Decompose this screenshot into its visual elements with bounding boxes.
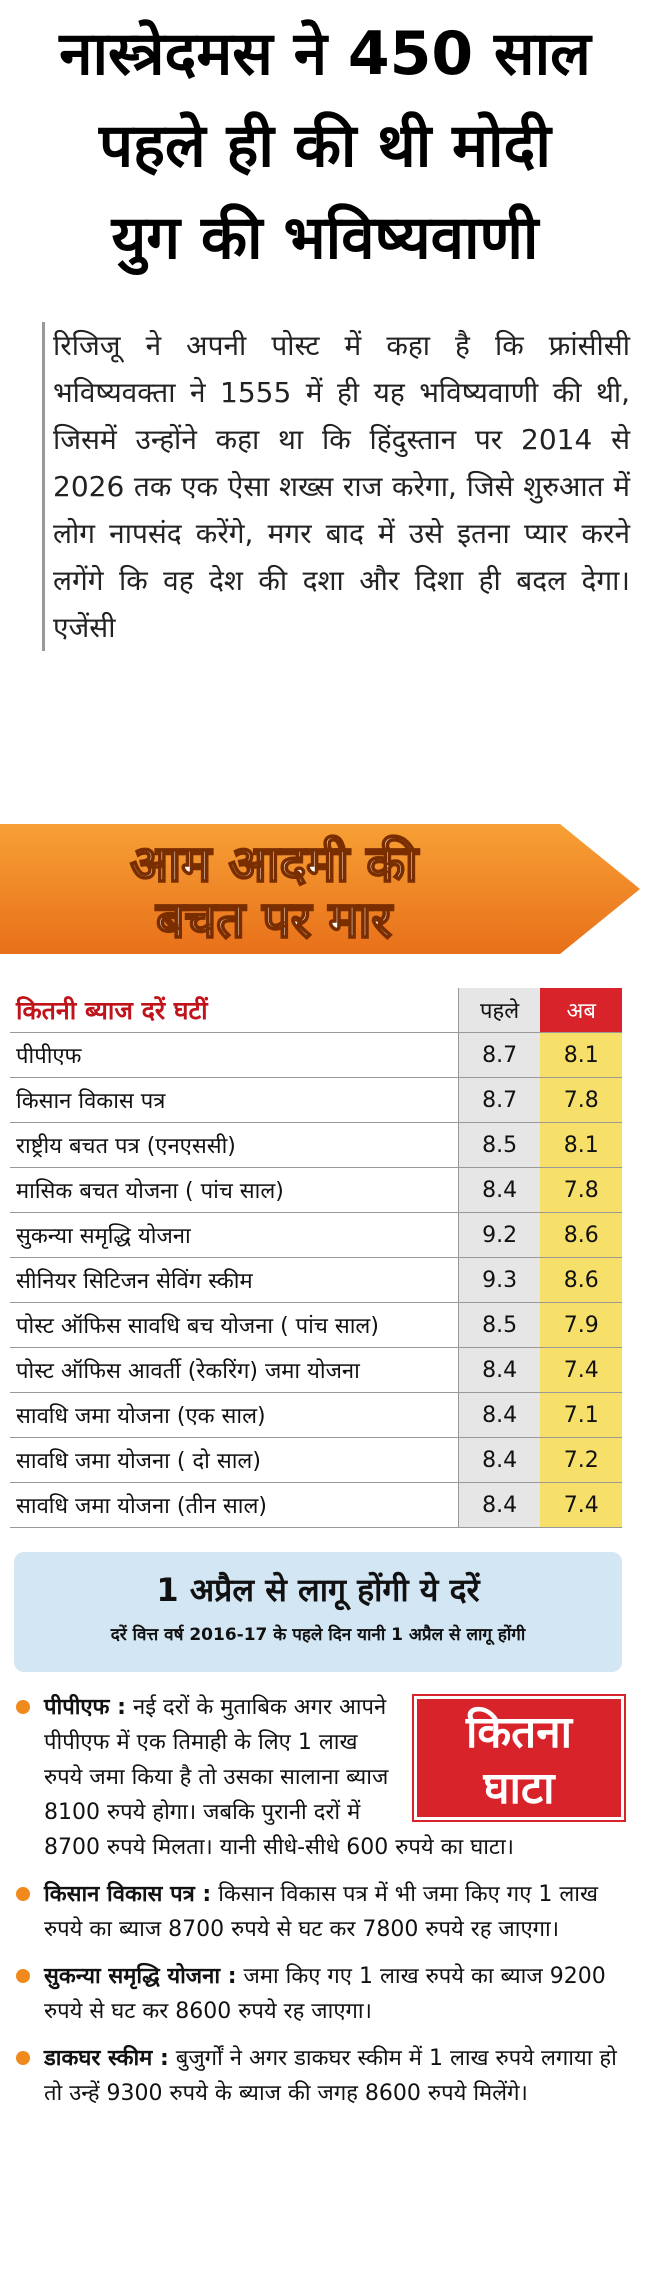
headline: नास्त्रेदमस ने 450 साल पहले ही की थी मोदी… [0,8,650,284]
bullet-dot [16,1887,30,1901]
column-header: अब [540,988,622,1033]
headline-line: पहले ही की थी मोदी [99,111,551,181]
bullet-text: किसान विकास पत्र में भी जमा किए गए 1 लाख… [44,1882,598,1942]
headline-line: नास्त्रेदमस ने 450 साल [59,19,591,89]
old-rate: 8.5 [458,1122,541,1168]
headline-line: युग की भविष्यवाणी [111,203,539,273]
intro-paragraph: रिजिजू ने अपनी पोस्ट में कहा है कि फ्रां… [42,322,630,651]
new-rate: 7.9 [540,1302,622,1348]
table-title: कितनी ब्याज दरें घटीं [10,988,459,1033]
bullet-dot [16,2051,30,2065]
new-rate: 7.8 [540,1167,622,1213]
new-rate: 7.2 [540,1437,622,1483]
old-rate: 8.4 [458,1167,541,1213]
scheme-name: सावधि जमा योजना (तीन साल) [10,1482,459,1528]
table-row: सुकन्या समृद्धि योजना 9.2 8.6 [10,1212,622,1258]
table-row: सावधि जमा योजना (एक साल) 8.4 7.1 [10,1392,622,1438]
new-rate: 8.1 [540,1122,622,1168]
table-row: सीनियर सिटिजन सेविंग स्कीम 9.3 8.6 [10,1257,622,1303]
table-row: पोस्ट ऑफिस सावधि बच योजना ( पांच साल) 8.5… [10,1302,622,1348]
table-header: कितनी ब्याज दरें घटीं पहले अब [10,988,622,1033]
table-row: पीपीएफ 8.7 8.1 [10,1032,622,1078]
banner-line: बचत पर मार [155,891,393,949]
old-rate: 9.3 [458,1257,541,1303]
scheme-name: पीपीएफ [10,1032,459,1078]
old-rate: 8.4 [458,1347,541,1393]
bullet-list: कितना घाटा पीपीएफ : नई दरों के मुताबिक अग… [16,1690,626,2123]
bullet: सुकन्या समृद्धि योजना : जमा किए गए 1 लाख… [16,1959,624,2029]
banner-line: आम आदमी की [129,835,419,893]
intro-source: एजेंसी [53,611,116,644]
bullet-lead: सुकन्या समृद्धि योजना : [44,1964,237,1989]
new-rate: 7.1 [540,1392,622,1438]
notice-subtitle: दरें वित्त वर्ष 2016-17 के पहले दिन यानी… [110,1625,526,1645]
table-row: राष्ट्रीय बचत पत्र (एनएससी) 8.5 8.1 [10,1122,622,1168]
column-header: पहले [458,988,541,1033]
old-rate: 8.4 [458,1392,541,1438]
bullet: पीपीएफ : नई दरों के मुताबिक अगर आपने पीप… [16,1690,624,1865]
scheme-name: राष्ट्रीय बचत पत्र (एनएससी) [10,1122,459,1168]
notice-box: 1 अप्रैल से लागू होंगी ये दरें दरें वित्… [14,1552,622,1672]
new-rate: 7.4 [540,1482,622,1528]
bullet-text: नई दरों के मुताबिक अगर आपने पीपीएफ में ए… [44,1695,515,1860]
scheme-name: मासिक बचत योजना ( पांच साल) [10,1167,459,1213]
table-row: सावधि जमा योजना ( दो साल) 8.4 7.2 [10,1437,622,1483]
bullet: किसान विकास पत्र : किसान विकास पत्र में … [16,1877,624,1947]
new-rate: 7.4 [540,1347,622,1393]
scheme-name: सावधि जमा योजना (एक साल) [10,1392,459,1438]
loss-box-line: घाटा [483,1763,555,1814]
banner-shape [0,824,640,954]
banner-title: आम आदमी की बचत पर मार [14,835,534,949]
bullet-dot [16,1700,30,1714]
bullet-text: जमा किए गए 1 लाख रुपये का ब्याज 9200 रुप… [44,1964,606,2024]
new-rate: 7.8 [540,1077,622,1123]
bullet-text: बुजुर्गों ने अगर डाकघर स्कीम में 1 लाख र… [44,2046,617,2106]
rates-table: कितनी ब्याज दरें घटीं पहले अब पीपीएफ 8.7 8… [10,988,622,1528]
bullet-dot [16,1969,30,1983]
scheme-name: सीनियर सिटिजन सेविंग स्कीम [10,1257,459,1303]
old-rate: 8.5 [458,1302,541,1348]
table-row: मासिक बचत योजना ( पांच साल) 8.4 7.8 [10,1167,622,1213]
loss-box: कितना घाटा [412,1694,626,1822]
old-rate: 8.7 [458,1077,541,1123]
bullet-lead: डाकघर स्कीम : [44,2046,169,2071]
notice-title: 1 अप्रैल से लागू होंगी ये दरें [156,1571,480,1609]
table-row: किसान विकास पत्र 8.7 7.8 [10,1077,622,1123]
loss-box-line: कितना [465,1707,573,1758]
old-rate: 8.7 [458,1032,541,1078]
intro-text: रिजिजू ने अपनी पोस्ट में कहा है कि फ्रां… [53,329,630,597]
scheme-name: किसान विकास पत्र [10,1077,459,1123]
scheme-name: सुकन्या समृद्धि योजना [10,1212,459,1258]
scheme-name: पोस्ट ऑफिस आवर्ती (रेकरिंग) जमा योजना [10,1347,459,1393]
scheme-name: पोस्ट ऑफिस सावधि बच योजना ( पांच साल) [10,1302,459,1348]
old-rate: 8.4 [458,1482,541,1528]
scheme-name: सावधि जमा योजना ( दो साल) [10,1437,459,1483]
new-rate: 8.6 [540,1257,622,1303]
bullet-lead: पीपीएफ : [44,1695,126,1720]
table-row: पोस्ट ऑफिस आवर्ती (रेकरिंग) जमा योजना 8.4… [10,1347,622,1393]
old-rate: 8.4 [458,1437,541,1483]
new-rate: 8.6 [540,1212,622,1258]
new-rate: 8.1 [540,1032,622,1078]
table-row: सावधि जमा योजना (तीन साल) 8.4 7.4 [10,1482,622,1528]
bullet-lead: किसान विकास पत्र : [44,1882,212,1907]
old-rate: 9.2 [458,1212,541,1258]
bullet: डाकघर स्कीम : बुजुर्गों ने अगर डाकघर स्क… [16,2041,624,2111]
